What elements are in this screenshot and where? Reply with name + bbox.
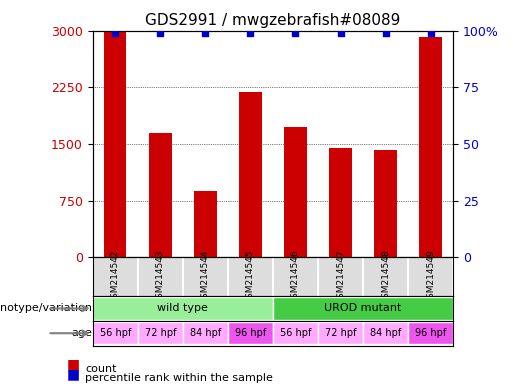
Text: GSM214542: GSM214542	[111, 249, 119, 304]
Point	[426, 30, 435, 36]
Point	[201, 30, 210, 36]
FancyBboxPatch shape	[273, 322, 318, 344]
Text: GSM214547: GSM214547	[336, 249, 345, 304]
Bar	[284, 127, 307, 257]
Text: genotype/variation: genotype/variation	[0, 303, 93, 313]
Text: ■: ■	[67, 358, 80, 372]
Text: age: age	[72, 328, 93, 338]
Bar	[419, 37, 442, 257]
Text: GSM214543: GSM214543	[156, 249, 165, 304]
Point	[111, 30, 119, 36]
FancyBboxPatch shape	[183, 322, 228, 344]
Text: 72 hpf: 72 hpf	[145, 328, 176, 338]
Point	[156, 30, 164, 36]
FancyBboxPatch shape	[363, 322, 408, 344]
Text: GSM214544: GSM214544	[201, 249, 210, 304]
FancyBboxPatch shape	[93, 322, 138, 344]
Text: 84 hpf: 84 hpf	[190, 328, 221, 338]
FancyBboxPatch shape	[408, 322, 453, 344]
Text: ■: ■	[67, 367, 80, 381]
Title: GDS2991 / mwgzebrafish#08089: GDS2991 / mwgzebrafish#08089	[145, 13, 401, 28]
Bar	[329, 149, 352, 257]
Bar	[239, 92, 262, 257]
Bar	[149, 132, 171, 257]
FancyBboxPatch shape	[93, 297, 273, 319]
Text: percentile rank within the sample: percentile rank within the sample	[85, 373, 273, 383]
Text: 72 hpf: 72 hpf	[325, 328, 356, 338]
Text: 96 hpf: 96 hpf	[235, 328, 266, 338]
Point	[291, 30, 300, 36]
Text: UROD mutant: UROD mutant	[324, 303, 402, 313]
Text: 56 hpf: 56 hpf	[99, 328, 131, 338]
Text: GSM214545: GSM214545	[246, 249, 255, 304]
FancyBboxPatch shape	[273, 297, 453, 319]
FancyBboxPatch shape	[318, 322, 363, 344]
Text: 96 hpf: 96 hpf	[415, 328, 447, 338]
Text: GSM214549: GSM214549	[426, 249, 435, 304]
Text: 84 hpf: 84 hpf	[370, 328, 401, 338]
Text: count: count	[85, 364, 116, 374]
Bar	[104, 31, 127, 257]
Point	[246, 30, 254, 36]
Point	[336, 30, 345, 36]
Text: GSM214546: GSM214546	[291, 249, 300, 304]
Text: GSM214548: GSM214548	[381, 249, 390, 304]
FancyBboxPatch shape	[138, 322, 183, 344]
Text: wild type: wild type	[158, 303, 208, 313]
Bar	[374, 150, 397, 257]
Bar	[194, 192, 217, 257]
Text: 56 hpf: 56 hpf	[280, 328, 311, 338]
FancyBboxPatch shape	[228, 322, 273, 344]
Point	[382, 30, 390, 36]
